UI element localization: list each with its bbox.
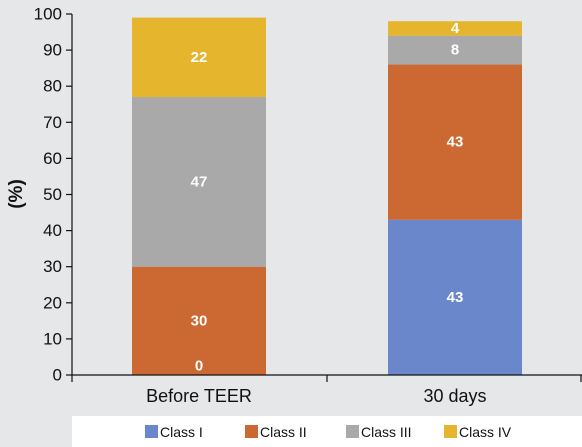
bar-segment [388, 219, 522, 375]
bars-group [132, 17, 522, 375]
legend-swatch [145, 425, 158, 438]
legend: Class I Class II Class III Class IV [145, 424, 512, 440]
data-label: 0 [195, 358, 203, 375]
y-tick-label: 40 [43, 221, 62, 240]
bar-segment [132, 266, 266, 375]
data-label: 43 [447, 289, 464, 306]
y-tick-label: 10 [43, 329, 62, 348]
x-tick-label: Before TEER [146, 386, 252, 406]
data-label: 30 [191, 312, 208, 329]
bar-segment [132, 97, 266, 267]
y-tick-label: 70 [43, 113, 62, 132]
bar-segment [388, 35, 522, 65]
legend-swatch [245, 425, 258, 438]
legend-swatch [346, 425, 359, 438]
legend-label: Class IV [459, 424, 512, 440]
bar-segment [132, 17, 266, 98]
legend-swatch [444, 425, 457, 438]
y-tick-label: 90 [43, 41, 62, 60]
data-label: 47 [191, 173, 208, 190]
data-label: 8 [451, 42, 459, 59]
data-label: 4 [451, 20, 460, 37]
y-tick-label: 100 [34, 5, 62, 24]
y-tick-label: 80 [43, 77, 62, 96]
y-tick-label: 0 [53, 366, 62, 385]
data-labels-group: 0 30 47 22 43 43 8 4 [191, 20, 464, 375]
y-tick-label: 20 [43, 293, 62, 312]
y-tick-label: 60 [43, 149, 62, 168]
bar-segment [388, 64, 522, 220]
legend-label: Class II [260, 424, 307, 440]
data-label: 22 [191, 49, 208, 66]
y-axis-title: (%) [6, 179, 27, 209]
x-tick-label: 30 days [423, 386, 486, 406]
legend-label: Class I [160, 424, 203, 440]
legend-label: Class III [361, 424, 412, 440]
y-tick-label: 30 [43, 257, 62, 276]
data-label: 43 [447, 134, 464, 151]
y-tick-label: 50 [43, 185, 62, 204]
bar-segment [388, 21, 522, 36]
